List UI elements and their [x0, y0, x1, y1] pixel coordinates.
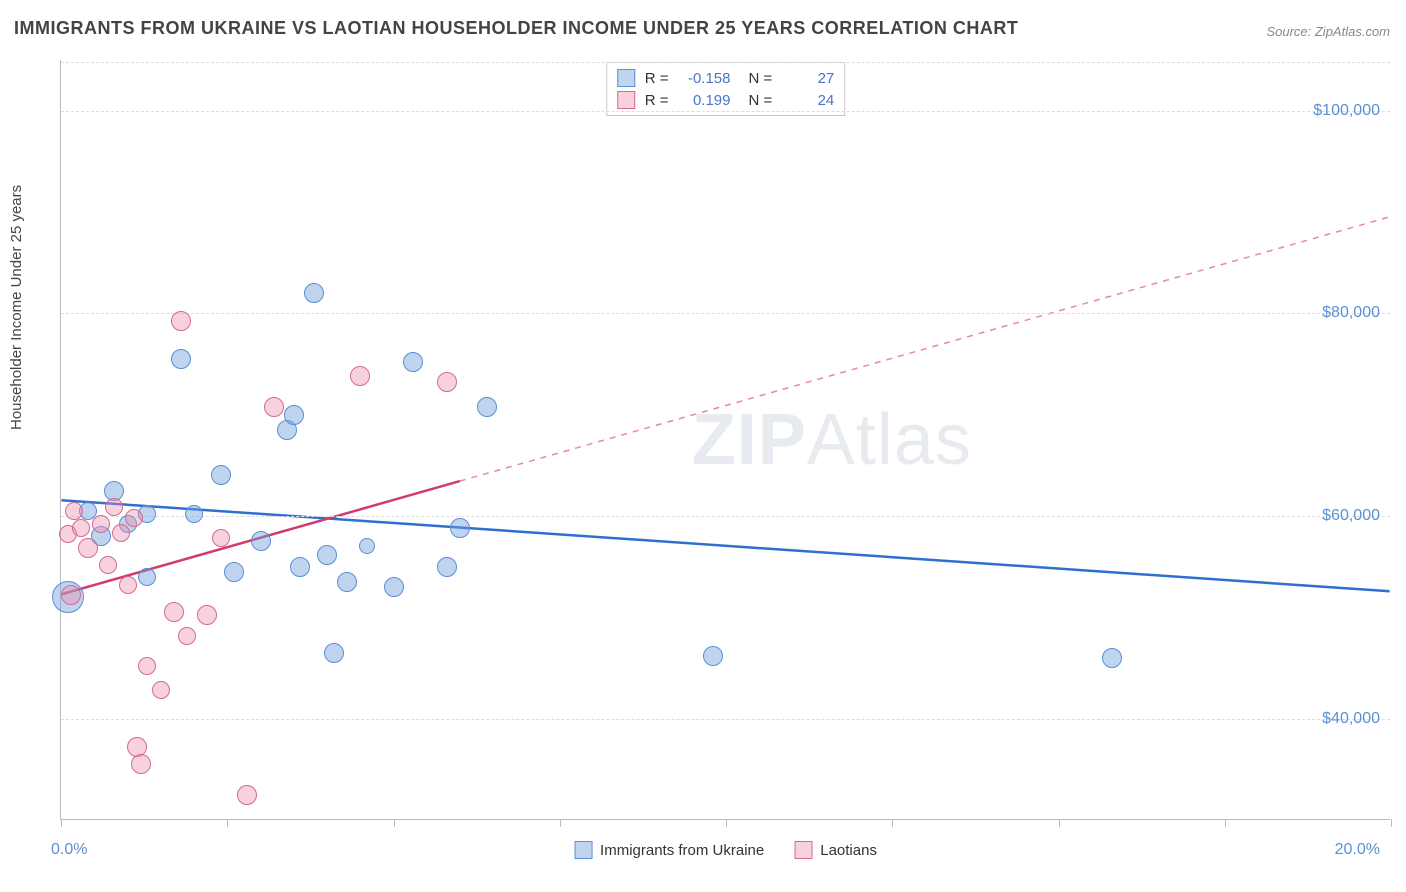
- scatter-point: [105, 498, 123, 516]
- scatter-point: [152, 681, 170, 699]
- scatter-point: [119, 576, 137, 594]
- x-tick: [1391, 819, 1392, 827]
- scatter-point: [317, 545, 337, 565]
- scatter-point: [112, 524, 130, 542]
- n-label: N =: [749, 92, 773, 109]
- legend-row: R = -0.158 N = 27: [617, 67, 835, 89]
- scatter-point: [224, 562, 244, 582]
- scatter-point: [304, 283, 324, 303]
- scatter-point: [185, 505, 203, 523]
- legend-series-item: Laotians: [794, 841, 877, 859]
- x-tick: [726, 819, 727, 827]
- scatter-point: [164, 602, 184, 622]
- legend-swatch: [574, 841, 592, 859]
- scatter-point: [450, 518, 470, 538]
- r-value: 0.199: [679, 92, 731, 109]
- scatter-point: [264, 397, 284, 417]
- scatter-point: [138, 568, 156, 586]
- scatter-point: [61, 585, 81, 605]
- legend-series-item: Immigrants from Ukraine: [574, 841, 764, 859]
- scatter-point: [72, 519, 90, 537]
- scatter-point: [237, 785, 257, 805]
- scatter-point: [359, 538, 375, 554]
- gridline: [61, 313, 1390, 314]
- r-label: R =: [645, 70, 669, 87]
- x-tick: [227, 819, 228, 827]
- scatter-point: [171, 349, 191, 369]
- scatter-point: [477, 397, 497, 417]
- scatter-point: [212, 529, 230, 547]
- scatter-point: [211, 465, 231, 485]
- x-tick: [1059, 819, 1060, 827]
- scatter-point: [403, 352, 423, 372]
- n-label: N =: [749, 70, 773, 87]
- gridline: [61, 719, 1390, 720]
- y-axis-label: Householder Income Under 25 years: [8, 185, 25, 430]
- legend-swatch: [617, 91, 635, 109]
- y-tick-label: $60,000: [1322, 507, 1380, 525]
- scatter-point: [1102, 648, 1122, 668]
- scatter-point: [92, 515, 110, 533]
- scatter-point: [99, 556, 117, 574]
- scatter-point: [350, 366, 370, 386]
- scatter-point: [78, 538, 98, 558]
- scatter-point: [324, 643, 344, 663]
- correlation-legend: R = -0.158 N = 27 R = 0.199 N = 24: [606, 62, 846, 116]
- legend-swatch: [617, 69, 635, 87]
- x-axis-min-label: 0.0%: [51, 841, 87, 859]
- scatter-point: [337, 572, 357, 592]
- scatter-point: [131, 754, 151, 774]
- scatter-point: [703, 646, 723, 666]
- x-tick: [560, 819, 561, 827]
- source-attribution: Source: ZipAtlas.com: [1266, 24, 1390, 39]
- x-tick: [61, 819, 62, 827]
- scatter-point: [138, 657, 156, 675]
- gridline: [61, 111, 1390, 112]
- scatter-point: [171, 311, 191, 331]
- x-axis-max-label: 20.0%: [1335, 841, 1380, 859]
- scatter-point: [384, 577, 404, 597]
- trend-line-dashed: [460, 217, 1390, 481]
- legend-series-label: Laotians: [820, 842, 877, 859]
- x-tick: [892, 819, 893, 827]
- x-tick: [394, 819, 395, 827]
- x-tick: [1225, 819, 1226, 827]
- trend-lines-layer: [61, 60, 1390, 819]
- n-value: 24: [782, 92, 834, 109]
- scatter-point: [290, 557, 310, 577]
- scatter-point: [437, 557, 457, 577]
- series-legend: Immigrants from Ukraine Laotians: [574, 841, 877, 859]
- y-tick-label: $80,000: [1322, 304, 1380, 322]
- scatter-point: [197, 605, 217, 625]
- gridline: [61, 516, 1390, 517]
- y-tick-label: $100,000: [1313, 102, 1380, 120]
- chart-title: IMMIGRANTS FROM UKRAINE VS LAOTIAN HOUSE…: [14, 18, 1018, 39]
- scatter-point: [251, 531, 271, 551]
- scatter-point: [178, 627, 196, 645]
- r-value: -0.158: [679, 70, 731, 87]
- n-value: 27: [782, 70, 834, 87]
- legend-row: R = 0.199 N = 24: [617, 89, 835, 111]
- scatter-point: [437, 372, 457, 392]
- scatter-point: [125, 509, 143, 527]
- legend-series-label: Immigrants from Ukraine: [600, 842, 764, 859]
- gridline: [61, 62, 1390, 63]
- scatter-point: [284, 405, 304, 425]
- plot-area: ZIPAtlas R =-0.158N =27R =0.199N =24 0.0…: [60, 60, 1390, 820]
- scatter-point: [65, 502, 83, 520]
- y-tick-label: $40,000: [1322, 710, 1380, 728]
- legend-swatch: [794, 841, 812, 859]
- r-label: R =: [645, 92, 669, 109]
